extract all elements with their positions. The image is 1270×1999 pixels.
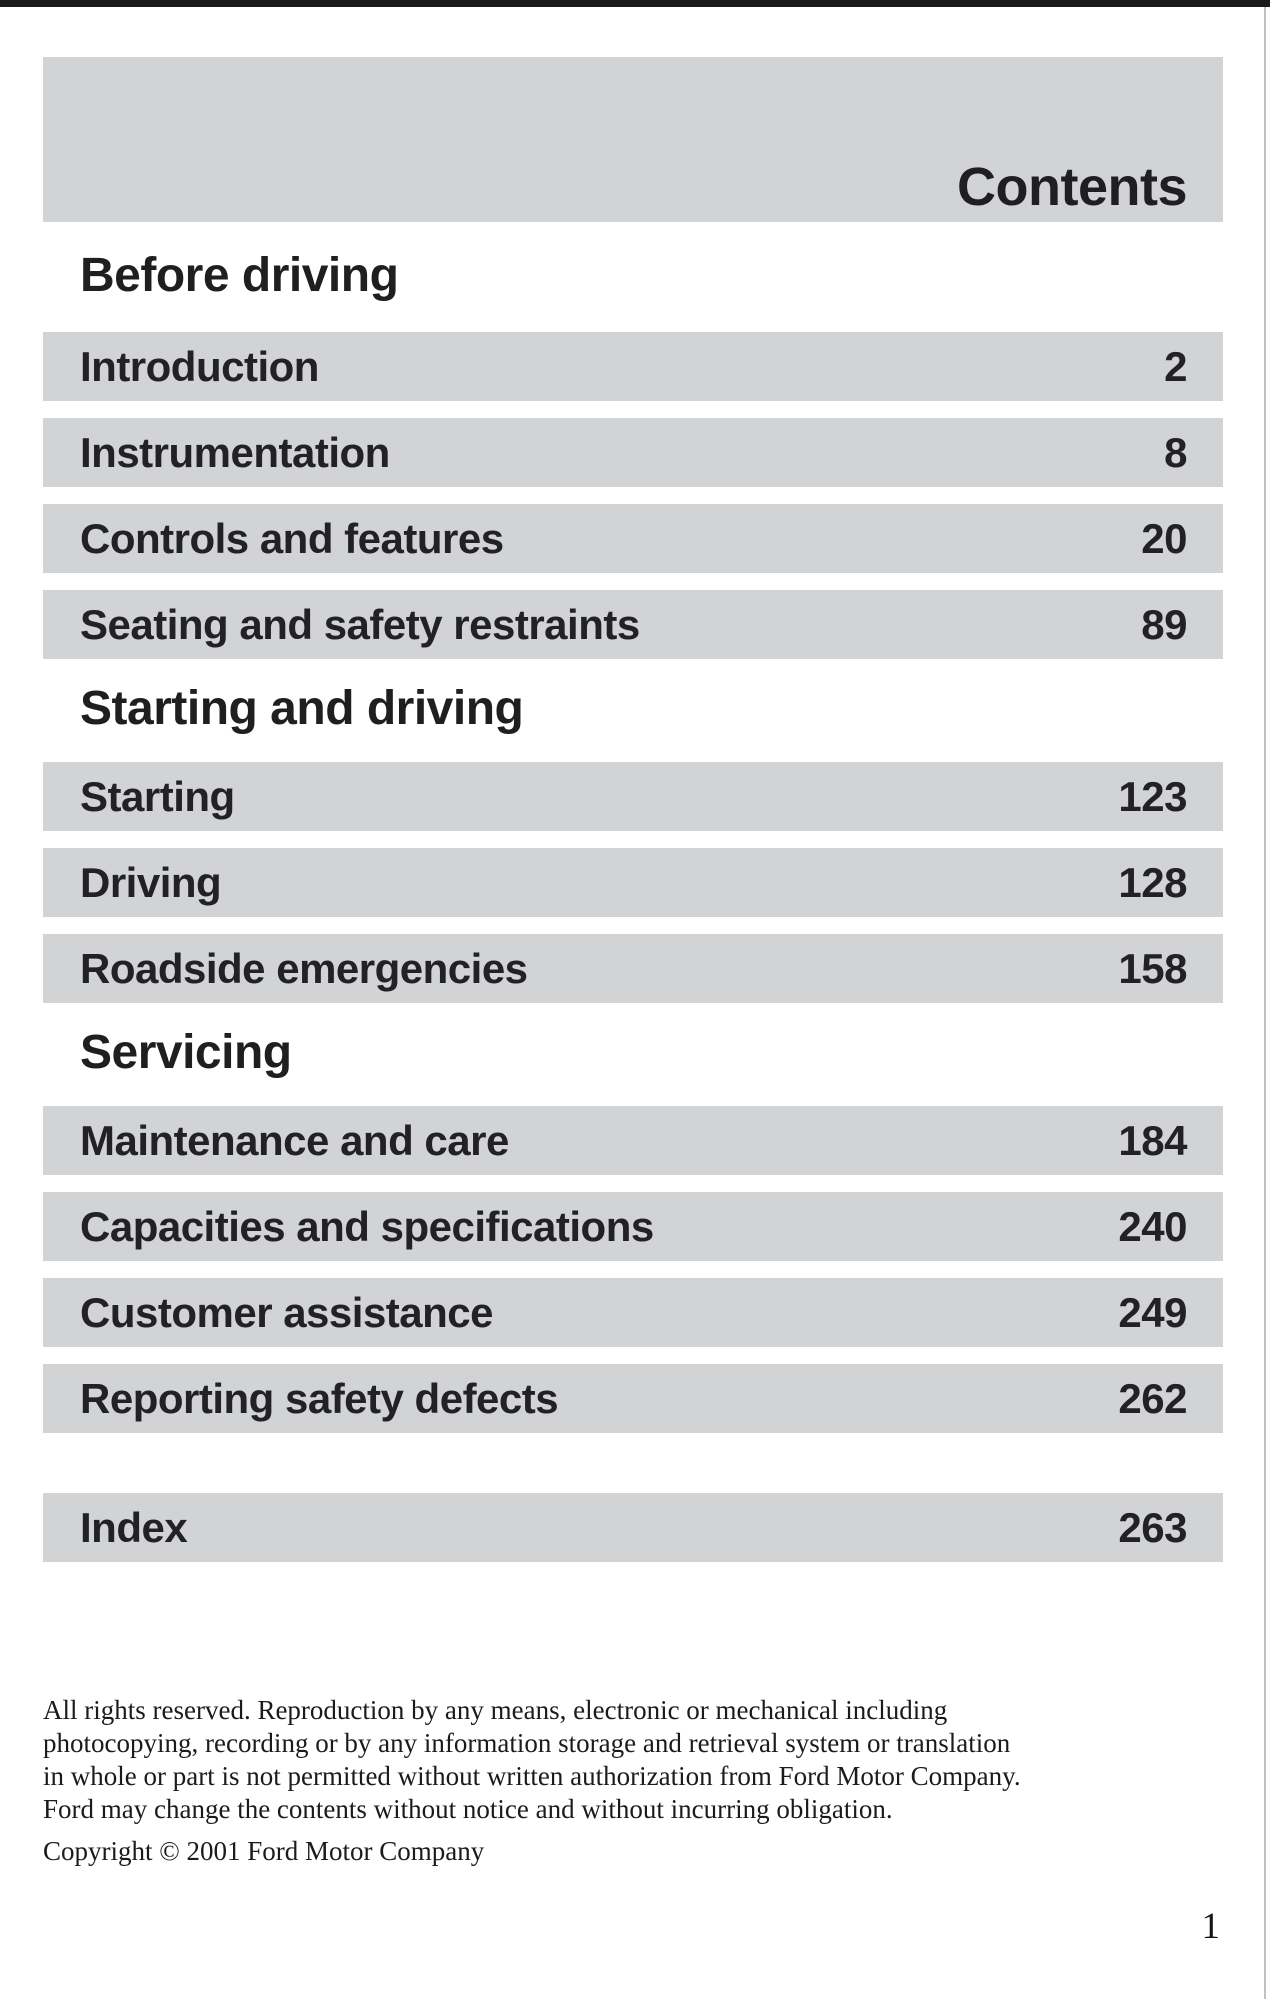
toc-row-controls-and-features: Controls and features 20 bbox=[43, 504, 1223, 573]
toc-row-label: Introduction bbox=[80, 342, 319, 390]
toc-row-page: 263 bbox=[1118, 1503, 1187, 1551]
toc-row-maintenance-and-care: Maintenance and care 184 bbox=[43, 1106, 1223, 1175]
toc-row-label: Controls and features bbox=[80, 514, 504, 562]
contents-header: Contents bbox=[43, 57, 1223, 222]
toc-row-page: 2 bbox=[1164, 342, 1187, 390]
toc-row-page: 89 bbox=[1141, 600, 1187, 648]
toc-row-label: Roadside emergencies bbox=[80, 944, 528, 992]
toc-row-customer-assistance: Customer assistance 249 bbox=[43, 1278, 1223, 1347]
toc-row-introduction: Introduction 2 bbox=[43, 332, 1223, 401]
toc-row-driving: Driving 128 bbox=[43, 848, 1223, 917]
toc-row-page: 240 bbox=[1118, 1202, 1187, 1250]
toc-row-label: Seating and safety restraints bbox=[80, 600, 640, 648]
toc-row-capacities-and-specifications: Capacities and specifications 240 bbox=[43, 1192, 1223, 1261]
toc-row-page: 128 bbox=[1118, 858, 1187, 906]
toc-row-label: Capacities and specifications bbox=[80, 1202, 654, 1250]
copyright-notice: All rights reserved. Reproduction by any… bbox=[43, 1694, 1243, 1868]
toc-row-page: 20 bbox=[1141, 514, 1187, 562]
toc-row-label: Starting bbox=[80, 772, 235, 820]
table-of-contents: Contents Before driving Introduction 2 I… bbox=[43, 57, 1223, 1579]
toc-row-label: Reporting safety defects bbox=[80, 1374, 559, 1422]
toc-row-page: 249 bbox=[1118, 1288, 1187, 1336]
toc-row-roadside-emergencies: Roadside emergencies 158 bbox=[43, 934, 1223, 1003]
section-heading-label: Before driving bbox=[80, 248, 399, 302]
section-heading-servicing: Servicing bbox=[43, 1020, 1223, 1106]
section-heading-label: Starting and driving bbox=[80, 682, 524, 735]
copyright-notice-line: in whole or part is not permitted withou… bbox=[43, 1761, 1021, 1791]
toc-row-label: Index bbox=[80, 1503, 188, 1551]
toc-row-reporting-safety-defects: Reporting safety defects 262 bbox=[43, 1364, 1223, 1433]
toc-row-page: 123 bbox=[1118, 772, 1187, 820]
page-edge-line bbox=[1264, 7, 1266, 1999]
toc-row-label: Instrumentation bbox=[80, 428, 390, 476]
section-heading-label: Servicing bbox=[80, 1026, 292, 1079]
toc-row-seating-and-safety-restraints: Seating and safety restraints 89 bbox=[43, 590, 1223, 659]
page-number: 1 bbox=[1201, 1906, 1221, 1947]
toc-row-index: Index 263 bbox=[43, 1493, 1223, 1562]
index-spacer bbox=[43, 1450, 1223, 1493]
toc-row-label: Driving bbox=[80, 858, 222, 906]
toc-row-label: Customer assistance bbox=[80, 1288, 494, 1336]
page-title: Contents bbox=[957, 157, 1187, 217]
copyright-notice-line: Ford may change the contents without not… bbox=[43, 1794, 893, 1824]
toc-row-page: 8 bbox=[1164, 428, 1187, 476]
top-edge-bar bbox=[0, 0, 1270, 7]
toc-row-label: Maintenance and care bbox=[80, 1116, 509, 1164]
toc-row-instrumentation: Instrumentation 8 bbox=[43, 418, 1223, 487]
section-heading-starting-and-driving: Starting and driving bbox=[43, 676, 1223, 762]
copyright-notice-line: All rights reserved. Reproduction by any… bbox=[43, 1695, 948, 1725]
copyright-line: Copyright © 2001 Ford Motor Company bbox=[43, 1836, 485, 1866]
section-heading-before-driving: Before driving bbox=[43, 239, 1223, 332]
toc-row-page: 158 bbox=[1118, 944, 1187, 992]
toc-row-page: 184 bbox=[1118, 1116, 1187, 1164]
toc-row-page: 262 bbox=[1118, 1374, 1187, 1422]
toc-row-starting: Starting 123 bbox=[43, 762, 1223, 831]
copyright-notice-line: photocopying, recording or by any inform… bbox=[43, 1728, 1011, 1758]
